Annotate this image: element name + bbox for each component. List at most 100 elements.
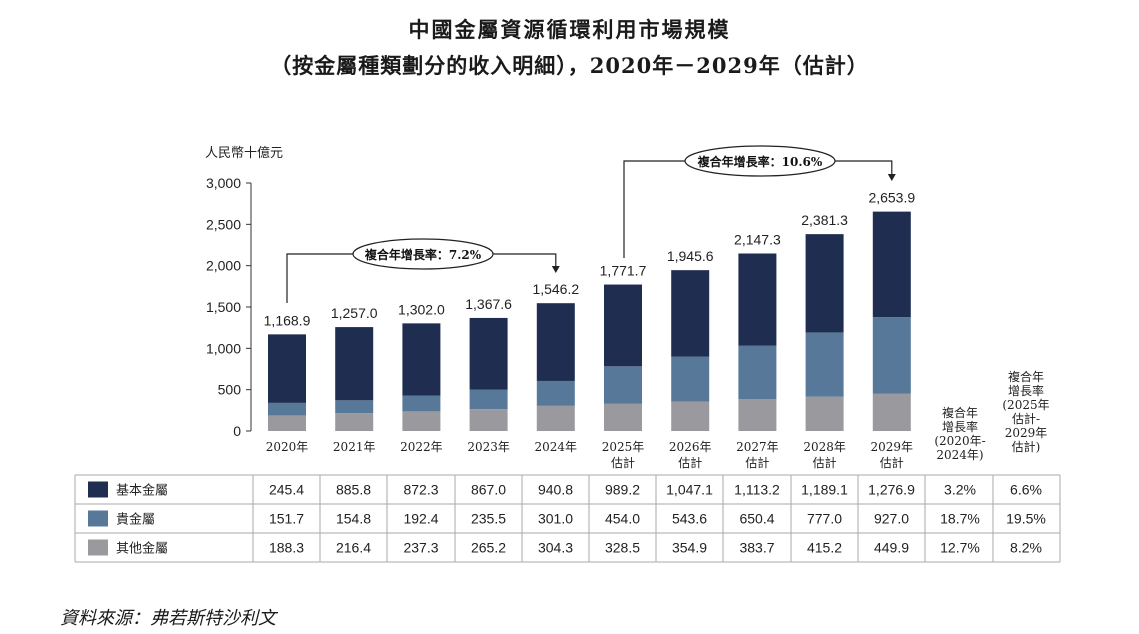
- legend-label: 其他金屬: [116, 541, 168, 557]
- bar-segment-other-metals: [402, 411, 441, 431]
- x-tick-label: 估計: [611, 455, 635, 470]
- table-cell-value: 777.0: [807, 511, 842, 527]
- table-cell-value: 192.4: [403, 511, 438, 527]
- chart-subtitle: （按金屬種類劃分的收入明細），2020年－2029年（估計）: [270, 53, 869, 78]
- cagr-header-label: 估計): [1012, 439, 1041, 454]
- chart-title: 中國金屬資源循環利用市場規模: [408, 17, 731, 42]
- cagr-header-label: 2024年): [936, 448, 983, 462]
- x-tick-label: 2024年: [535, 440, 578, 454]
- table-cell-value: 301.0: [538, 511, 573, 527]
- table-cell-value: 151.7: [269, 511, 304, 527]
- bar-segment-other-metals: [872, 393, 911, 431]
- cagr-bracket-arrow: [887, 174, 896, 181]
- table-cell-value: 265.2: [471, 540, 506, 556]
- table-cell-cagr: 3.2%: [944, 482, 976, 498]
- bar-segment-other-metals: [469, 409, 508, 431]
- table-cell-cagr: 8.2%: [1010, 540, 1042, 556]
- source-note: 資料來源：弗若斯特沙利文: [60, 608, 276, 629]
- y-axis-unit-label: 人民幣十億元: [205, 145, 283, 161]
- bar-segment-base-metals: [469, 317, 508, 390]
- bar-segment-base-metals: [738, 253, 777, 346]
- table-cell-value: 543.6: [672, 511, 707, 527]
- bar-segment-precious-metals: [335, 400, 374, 414]
- bar-segment-precious-metals: [738, 345, 777, 400]
- table-cell-value: 354.9: [672, 540, 707, 556]
- x-tick-label: 2020年: [266, 440, 309, 454]
- bar-segment-base-metals: [872, 211, 911, 318]
- bar-total-label: 1,771.7: [600, 263, 647, 279]
- x-tick-label: 估計: [880, 455, 904, 470]
- cagr-header-label: 增長率: [942, 419, 978, 434]
- table-cell-value: 454.0: [605, 511, 640, 527]
- bar-segment-other-metals: [805, 396, 844, 431]
- bar-segment-other-metals: [536, 405, 575, 431]
- table-cell-cagr: 12.7%: [940, 540, 980, 556]
- table-cell-value: 415.2: [807, 540, 842, 556]
- x-tick-label: 2021年: [333, 440, 376, 454]
- legend-swatch: [88, 481, 108, 498]
- x-tick-label: 2026年: [669, 440, 712, 454]
- table-cell-value: 867.0: [471, 482, 506, 498]
- table-cell-value: 650.4: [739, 511, 774, 527]
- bar-segment-precious-metals: [536, 380, 575, 406]
- bar-segment-precious-metals: [671, 356, 710, 402]
- bar-segment-base-metals: [268, 334, 306, 403]
- table-cell-value: 235.5: [471, 511, 506, 527]
- bar-segment-other-metals: [604, 403, 642, 431]
- bar-total-label: 2,147.3: [734, 231, 781, 247]
- table-cell-value: 216.4: [336, 540, 371, 556]
- bar-total-label: 1,546.2: [532, 281, 579, 297]
- bar-segment-other-metals: [335, 413, 374, 431]
- bar-segment-other-metals: [671, 401, 710, 431]
- legend-label: 基本金屬: [116, 483, 168, 499]
- table-cell-value: 245.4: [269, 482, 304, 498]
- x-tick-label: 2022年: [400, 440, 443, 454]
- bar-segment-precious-metals: [469, 389, 508, 410]
- table-cell-cagr: 18.7%: [940, 511, 980, 527]
- bar-segment-base-metals: [805, 234, 844, 333]
- table-cell-value: 449.9: [874, 540, 909, 556]
- x-tick-label: 2027年: [736, 440, 779, 454]
- cagr-ellipse: [352, 238, 494, 270]
- cagr-header-label: 複合年: [942, 405, 978, 420]
- legend-swatch: [88, 539, 108, 556]
- x-tick-label: 2028年: [803, 440, 846, 454]
- x-tick-label: 2029年: [871, 440, 914, 454]
- table-cell-value: 940.8: [538, 482, 573, 498]
- y-tick-label: 3,000: [206, 175, 241, 191]
- table-cell-value: 989.2: [605, 482, 640, 498]
- x-tick-label: 估計: [745, 455, 769, 470]
- y-tick-label: 1,000: [206, 340, 241, 356]
- y-tick-label: 0: [233, 423, 241, 439]
- cagr-header-label: (2025年: [1002, 398, 1049, 412]
- bar-total-label: 2,653.9: [868, 190, 915, 206]
- bar-segment-precious-metals: [402, 395, 441, 412]
- table-cell-value: 304.3: [538, 540, 573, 556]
- bar-segment-precious-metals: [604, 366, 642, 404]
- table-cell-value: 154.8: [336, 511, 371, 527]
- x-tick-label: 估計: [813, 455, 837, 470]
- y-tick-label: 1,500: [206, 299, 241, 315]
- cagr-bracket-arrow: [551, 266, 560, 273]
- table-cell-value: 1,276.9: [868, 482, 915, 498]
- table-cell-value: 328.5: [605, 540, 640, 556]
- cagr-header-label: 2029年: [1005, 426, 1048, 440]
- bar-total-label: 2,381.3: [801, 212, 848, 228]
- bar-segment-base-metals: [335, 327, 374, 401]
- bar-segment-base-metals: [604, 284, 642, 367]
- table-cell-value: 872.3: [403, 482, 438, 498]
- table-cell-value: 1,047.1: [666, 482, 713, 498]
- y-tick-label: 2,000: [206, 258, 241, 274]
- x-tick-label: 2025年: [602, 440, 645, 454]
- cagr-header-label: 增長率: [1008, 383, 1044, 398]
- x-tick-label: 估計: [678, 455, 702, 470]
- cagr-header-label: 估計-: [1012, 411, 1040, 426]
- table-cell-value: 927.0: [874, 511, 909, 527]
- bar-segment-other-metals: [268, 415, 306, 431]
- bar-segment-base-metals: [402, 323, 441, 396]
- bar-segment-base-metals: [536, 303, 575, 381]
- x-tick-label: 2023年: [467, 440, 510, 454]
- cagr-annotation-label: 複合年增長率：10.6%: [697, 154, 823, 169]
- table-cell-value: 1,113.2: [734, 482, 780, 498]
